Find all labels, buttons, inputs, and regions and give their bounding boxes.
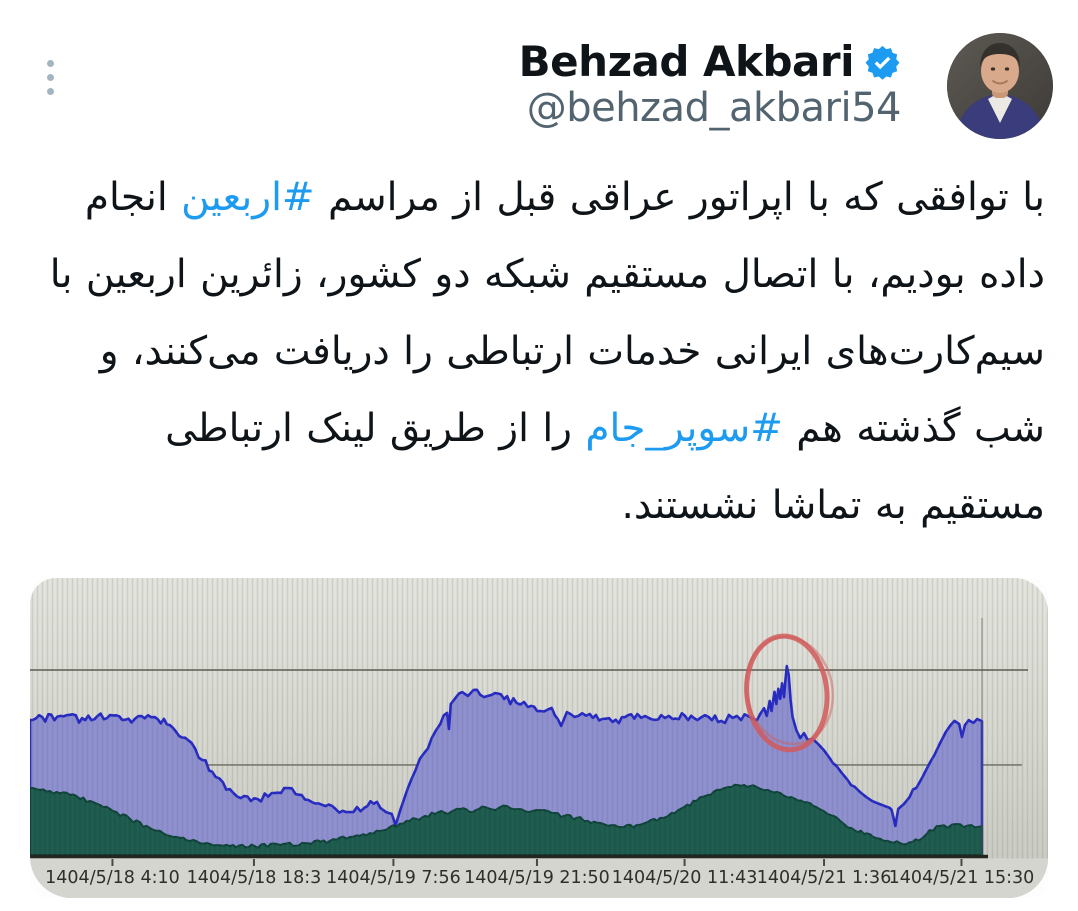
tweet-text-segment: انجام داده بودیم، با اتصال مستقیم شبکه د… [49, 175, 1045, 451]
shirt [988, 95, 1012, 123]
spike-annotation-circle [744, 633, 830, 753]
hashtag-link[interactable]: #اربعین [181, 175, 315, 220]
identity-block: Behzad Akbari @behzad_akbari54 [518, 33, 902, 131]
tweet-image[interactable]: 1404/5/18 4:10 1404/5/18 18:3 1404/5/19 7:… [30, 578, 1048, 898]
more-menu-icon[interactable] [47, 60, 54, 95]
dot [47, 88, 54, 95]
display-name[interactable]: Behzad Akbari [518, 37, 855, 86]
x-axis-tick-label: 1404/5/19 21:50 [464, 868, 610, 888]
tweet-text: با توافقی که با اپراتور عراقی قبل از مرا… [33, 159, 1045, 544]
x-axis-tick-label: 1404/5/18 18:3 [187, 868, 322, 888]
x-axis-tick-label: 1404/5/21 1:36 [757, 868, 892, 888]
verified-badge-icon [864, 44, 901, 81]
x-axis-tick-label: 1404/5/20 11:43 [612, 868, 758, 888]
tweet-header: Behzad Akbari @behzad_akbari54 [0, 0, 1078, 139]
dot [47, 74, 54, 81]
hashtag-link[interactable]: #سوپر_جام [585, 406, 783, 451]
x-axis-tick-label: 1404/5/19 7:56 [326, 868, 461, 888]
user-handle[interactable]: @behzad_akbari54 [526, 85, 902, 131]
dot [47, 60, 54, 67]
x-axis-tick-label: 1404/5/18 4:10 [45, 868, 180, 888]
traffic-chart: 1404/5/18 4:10 1404/5/18 18:3 1404/5/19 7:… [30, 578, 1048, 898]
tweet-text-segment: با توافقی که با اپراتور عراقی قبل از مرا… [314, 175, 1045, 220]
x-axis-tick-label: 1404/5/21 15:30 [889, 868, 1035, 888]
tweet-text-segment: را از طریق لینک ارتباطی مستقیم به تماشا … [165, 406, 1045, 528]
avatar[interactable] [947, 33, 1053, 139]
